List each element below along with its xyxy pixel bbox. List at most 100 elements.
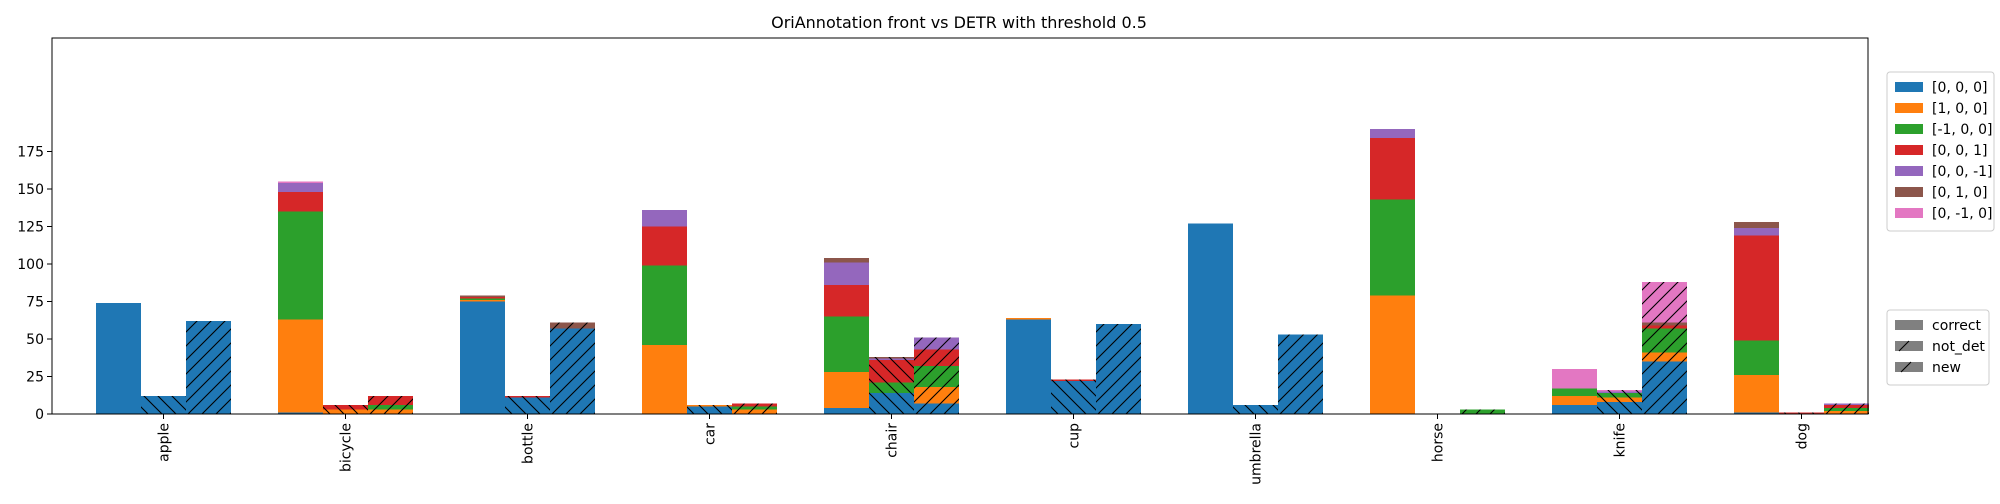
bar-bicycle-correct-0-0-1 (278, 183, 323, 192)
hatch-car-new (732, 403, 777, 414)
hatch-chair-new (914, 337, 959, 414)
x-tick-label-dog: dog (1795, 423, 1811, 449)
legend-hatch-stroke (1898, 340, 1910, 352)
bar-chair-correct-0-1-0 (824, 258, 869, 263)
legend-label-0-1-0: [0, 1, 0] (1932, 185, 1987, 201)
hatch-cup-not_det (1051, 379, 1096, 414)
bar-car-correct-0-0-1 (642, 226, 687, 266)
x-tick-label-umbrella: umbrella (1249, 423, 1265, 485)
x-tick-label-bottle: bottle (521, 423, 537, 464)
x-tick-label-knife: knife (1613, 423, 1629, 457)
legend-hatch-swatch-new (1895, 362, 1923, 372)
bar-bicycle-correct-0-0-1 (278, 192, 323, 212)
bar-bottle-correct-1-0-0 (460, 300, 505, 302)
bar-chair-correct-1-0-0 (824, 316, 869, 372)
bar-dog-correct-0-0-0 (1734, 412, 1779, 414)
hatch-chair-not_det (869, 357, 914, 414)
bar-knife-correct-1-0-0 (1552, 396, 1597, 405)
plot-area-frame (51, 37, 1869, 415)
hatch-apple-not_det (141, 396, 186, 414)
bar-cup-correct-0-0-0 (1006, 319, 1051, 414)
bar-umbrella-correct-0-0-0 (1188, 223, 1233, 414)
legend-swatch-1-0-0 (1895, 124, 1923, 134)
legend-hatch-stroke (1900, 361, 1912, 373)
bar-horse-correct-1-0-0 (1370, 199, 1415, 296)
hatch-umbrella-new (1278, 334, 1323, 414)
x-tick-label-bicycle: bicycle (339, 423, 355, 472)
legend-label-0-0-1: [0, 0, 1] (1932, 143, 1987, 159)
legend-swatch-0-0-0 (1895, 82, 1923, 92)
x-tick-label-car: car (703, 423, 719, 445)
bar-bicycle-correct-1-0-0 (278, 211, 323, 320)
legend-hatch-swatch-correct (1895, 320, 1923, 330)
y-tick-label: 150 (17, 182, 44, 198)
bar-dog-correct-0-1-0 (1734, 222, 1779, 228)
bar-car-correct-1-0-0 (642, 345, 687, 414)
bar-horse-correct-0-0-1 (1370, 129, 1415, 138)
legend-swatch-1-0-0 (1895, 103, 1923, 113)
y-tick-label: 0 (35, 407, 44, 423)
bar-apple-correct-0-0-0 (96, 303, 141, 414)
legend-swatch-0-0-1 (1895, 145, 1923, 155)
legend-series: [0, 0, 0] [1, 0, 0] [-1, 0, 0] [0, 0, 1] [0,… (1886, 71, 1995, 232)
bar-chair-correct-1-0-0 (824, 372, 869, 408)
bar-bottle-correct-0-1-0 (460, 295, 505, 297)
bar-bicycle-correct-0-0-0 (278, 412, 323, 414)
bar-knife-correct-0-1-0 (1552, 369, 1597, 389)
legend-hatch-label-new: new (1932, 360, 1961, 376)
bar-car-correct-1-0-0 (642, 265, 687, 345)
y-axis: 0 25 50 75 100 125 150 175 (17, 145, 52, 423)
y-tick-label: 50 (26, 332, 44, 348)
legend-label-0-0-1: [0, 0, -1] (1932, 164, 1993, 180)
y-tick-label: 25 (26, 370, 44, 386)
bar-bicycle-correct-0-1-0 (278, 181, 323, 183)
bar-bottle-correct-0-0-1 (460, 297, 505, 299)
y-tick-label: 125 (17, 220, 44, 236)
bar-chair-correct-0-0-1 (824, 262, 869, 285)
hatch-layer (141, 282, 1869, 414)
legend-swatch-0-0-1 (1895, 166, 1923, 176)
bar-dog-correct-1-0-0 (1734, 375, 1779, 413)
legend-label-0-1-0: [0, -1, 0] (1932, 206, 1993, 222)
hatch-dog-not_det (1779, 412, 1824, 414)
bar-car-correct-0-0-1 (642, 210, 687, 227)
hatch-dog-new (1824, 403, 1869, 414)
legend-label-0-0-0: [0, 0, 0] (1932, 80, 1987, 96)
hatch-knife-new (1642, 282, 1687, 414)
bar-bottle-correct-0-0-0 (460, 301, 505, 414)
legend-hatch-label-correct: correct (1932, 318, 1982, 334)
x-tick-label-apple: apple (157, 423, 173, 462)
x-tick-label-chair: chair (885, 423, 901, 458)
legend-label-1-0-0: [-1, 0, 0] (1932, 122, 1993, 138)
legend-swatch-0-1-0 (1895, 208, 1923, 218)
hatch-bicycle-new (368, 396, 413, 414)
x-tick-label-cup: cup (1067, 423, 1083, 449)
chart-title: OriAnnotation front vs DETR with thresho… (771, 13, 1147, 32)
bar-chair-correct-0-0-0 (824, 408, 869, 414)
legend-label-1-0-0: [1, 0, 0] (1932, 101, 1987, 117)
bar-dog-correct-1-0-0 (1734, 340, 1779, 375)
bar-chair-correct-0-0-1 (824, 285, 869, 317)
bar-horse-correct-0-0-1 (1370, 138, 1415, 200)
hatch-car-not_det (687, 405, 732, 414)
y-tick-label: 175 (17, 145, 44, 161)
hatch-umbrella-not_det (1233, 405, 1278, 414)
bar-dog-correct-0-0-1 (1734, 235, 1779, 341)
bar-cup-correct-1-0-0 (1006, 318, 1051, 320)
x-axis: apple bicycle bottle car chair cup umbrella hor… (157, 414, 1811, 485)
hatch-bicycle-not_det (323, 405, 368, 414)
bar-dog-correct-0-0-1 (1734, 228, 1779, 236)
legend-hatch-label-not-det: not_det (1932, 339, 1985, 355)
bar-bottle-correct-1-0-0 (460, 298, 505, 300)
hatch-apple-new (186, 321, 231, 414)
hatch-horse-new (1460, 409, 1505, 414)
hatch-bottle-new (550, 322, 595, 414)
y-tick-label: 75 (26, 295, 44, 311)
hatch-cup-new (1096, 324, 1141, 414)
bar-knife-correct-0-0-0 (1552, 405, 1597, 414)
bars-layer (96, 129, 1869, 414)
bar-knife-correct-1-0-0 (1552, 388, 1597, 396)
